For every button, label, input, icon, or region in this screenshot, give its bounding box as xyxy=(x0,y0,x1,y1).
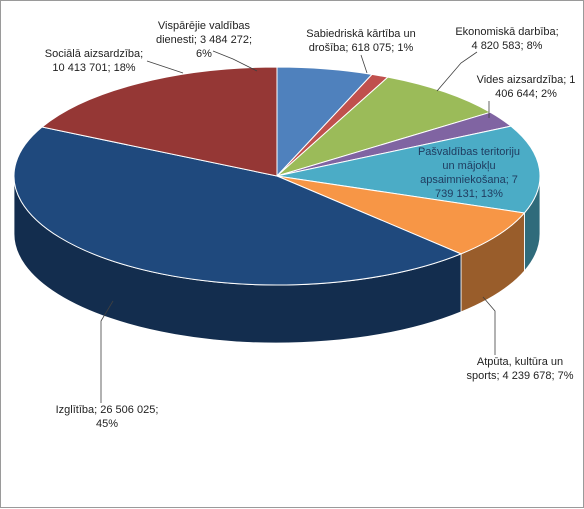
pie-slice-izglitiba xyxy=(13,126,463,286)
label-sociala-aizsardziba: Sociālā aizsardzība; 10 413 701; 18% xyxy=(44,48,144,74)
pie-slice-atputa-kultura-un-sports xyxy=(276,175,526,255)
label-pasvaldibas-teritoriju: Pašvaldības teritoriju un mājokļu apsaim… xyxy=(417,146,521,200)
label-visparejie-valdibas-dienesti: Vispārējie valdības dienesti; 3 484 272;… xyxy=(155,20,253,60)
leader-line xyxy=(482,296,496,355)
label-izglitiba: Izglītība; 26 506 025; 45% xyxy=(55,404,159,430)
label-ekonomiska-darbiba: Ekonomiskā darbība; 4 820 583; 8% xyxy=(455,26,559,52)
leader-line xyxy=(436,51,478,92)
pie-slice-sociala-aizsardziba xyxy=(40,66,278,177)
pie-top-faces xyxy=(13,66,541,286)
leader-line xyxy=(100,300,114,403)
pie-slice-pasvaldibas-teritoriju-un-majoklu-apsaimniekosana xyxy=(276,125,541,214)
pie-slice-ekonomiska-darbiba xyxy=(276,76,492,177)
leader-line xyxy=(212,50,258,72)
label-vides-aizsardziba: Vides aizsardzība; 1 406 644; 2% xyxy=(476,74,576,100)
label-sabiedriska-kartiba: Sabiedriskā kārtība un drošība; 618 075;… xyxy=(306,28,416,54)
leader-line xyxy=(146,60,184,74)
leader-line xyxy=(360,54,368,74)
label-atputa-kultura-sports: Atpūta, kultūra un sports; 4 239 678; 7% xyxy=(466,356,574,382)
leader-lines xyxy=(100,50,496,403)
